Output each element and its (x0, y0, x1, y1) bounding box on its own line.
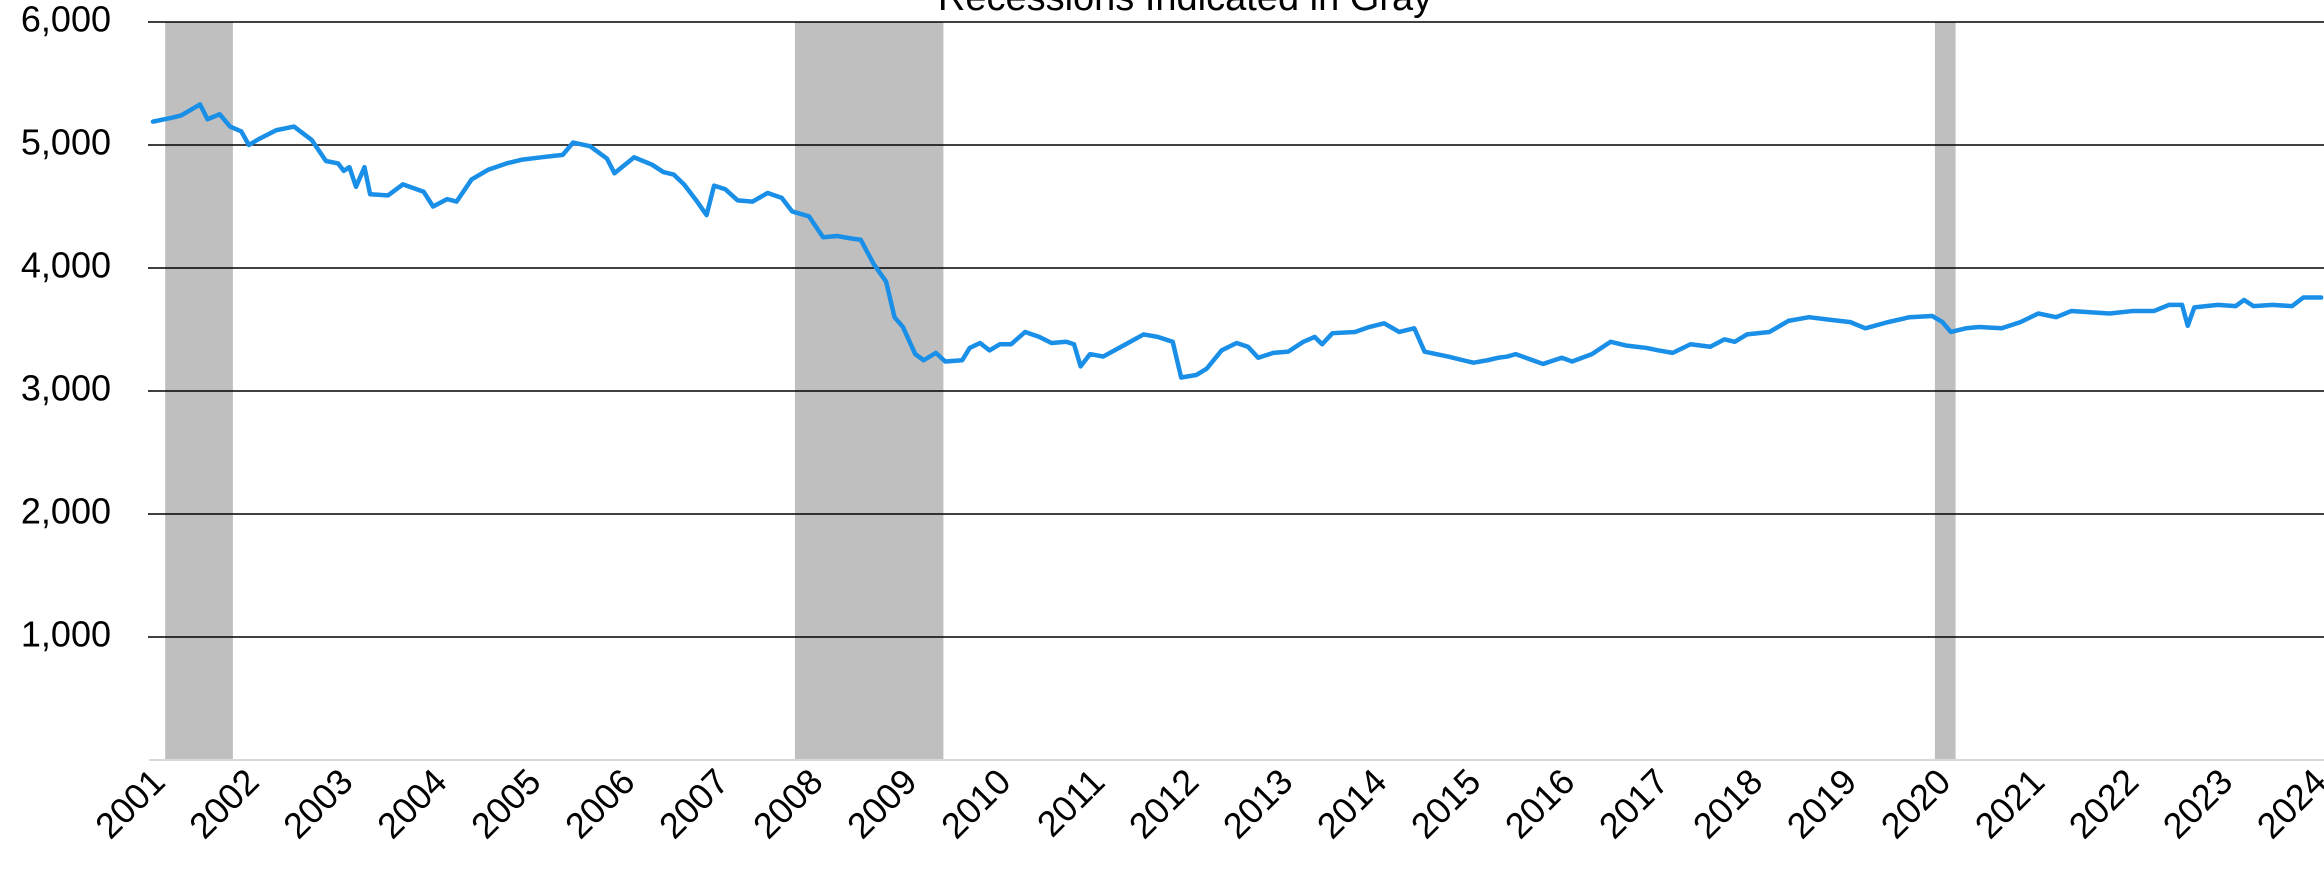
chart-title: Recessions Indicated in Gray (938, 0, 1432, 19)
x-tick-label: 2001 (87, 761, 173, 847)
x-tick-label: 2004 (369, 761, 455, 847)
y-tick-label: 1,000 (21, 614, 111, 655)
x-tick-label: 2006 (557, 761, 643, 847)
x-tick-label: 2013 (1215, 761, 1301, 847)
x-tick-label: 2008 (745, 761, 831, 847)
x-tick-label: 2010 (933, 761, 1019, 847)
y-tick-label: 5,000 (21, 122, 111, 163)
x-tick-label: 2003 (275, 761, 361, 847)
x-tick-label: 2020 (1873, 761, 1959, 847)
x-tick-label: 2016 (1497, 761, 1583, 847)
x-tick-label: 2024 (2249, 761, 2324, 847)
x-tick-label: 2009 (839, 761, 925, 847)
x-tick-label: 2022 (2061, 761, 2147, 847)
x-tick-label: 2011 (1029, 761, 1113, 845)
x-tick-label: 2005 (463, 761, 549, 847)
x-tick-label: 2018 (1685, 761, 1771, 847)
x-tick-label: 2023 (2155, 761, 2241, 847)
x-tick-label: 2002 (181, 761, 267, 847)
y-tick-label: 6,000 (21, 0, 111, 40)
x-tick-label: 2015 (1403, 761, 1489, 847)
x-tick-label: 2007 (651, 761, 737, 847)
x-tick-label: 2019 (1779, 761, 1865, 847)
y-tick-label: 4,000 (21, 245, 111, 286)
data-line (150, 102, 2324, 380)
x-tick-label: 2014 (1309, 761, 1395, 847)
x-tick-label: 2012 (1121, 761, 1207, 847)
y-tick-label: 3,000 (21, 368, 111, 409)
x-tick-label: 2017 (1591, 761, 1677, 847)
y-tick-label: 2,000 (21, 491, 111, 532)
x-tick-label: 2021 (1967, 761, 2053, 847)
